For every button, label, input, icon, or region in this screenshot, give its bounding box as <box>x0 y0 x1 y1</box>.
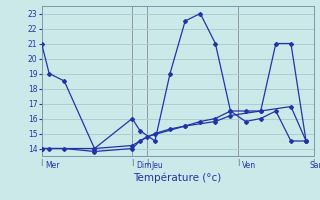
Text: |: | <box>146 159 148 166</box>
Text: |: | <box>131 159 133 166</box>
Text: Mer: Mer <box>45 160 60 170</box>
Text: Ven: Ven <box>242 160 256 170</box>
Text: |: | <box>40 159 43 166</box>
Text: Sam: Sam <box>310 160 320 170</box>
Text: Dim: Dim <box>136 160 152 170</box>
Text: |: | <box>237 159 239 166</box>
X-axis label: Température (°c): Température (°c) <box>133 173 222 183</box>
Text: Jeu: Jeu <box>151 160 163 170</box>
Text: |: | <box>312 159 315 166</box>
